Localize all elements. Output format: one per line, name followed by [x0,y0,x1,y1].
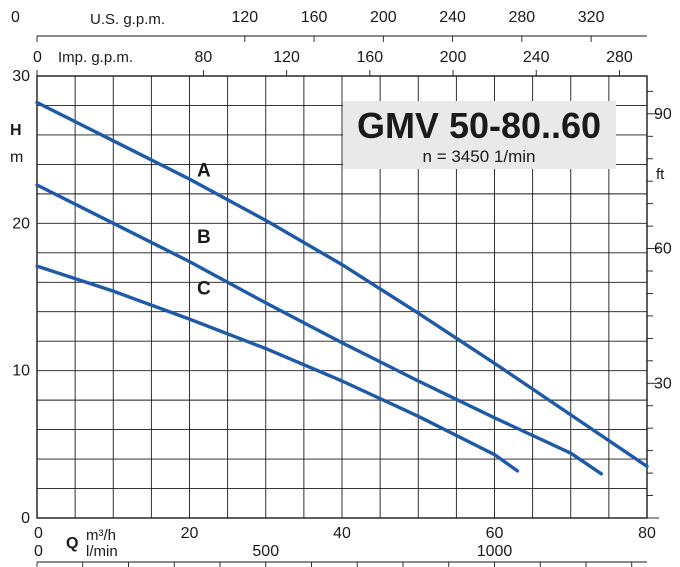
top-imp-tick-label: 160 [356,49,383,66]
chart-subtitle: n = 3450 1/min [423,147,536,166]
curve-label-b: B [197,227,211,248]
right-y-tick-label: 90 [654,106,672,123]
top-us-axis-label: U.S. g.p.m. [90,11,165,28]
curve-label-a: A [197,161,211,182]
lmin-tick-label: 1000 [477,543,513,560]
y-axis-unit: m [10,149,23,166]
top-imp-tick-label: 120 [273,49,300,66]
y-tick-label: 10 [12,363,30,380]
y-tick-label: 20 [12,215,30,232]
top-us-tick-label: 320 [578,9,605,26]
x-tick-label: 80 [638,525,656,542]
curve-b [35,183,603,476]
x-tick-label: 20 [181,525,199,542]
curve-label-c: C [197,278,211,299]
x-axis-unit-m3h: m³/h [86,527,116,544]
x-tick-label: 0 [34,525,43,542]
curve-a [35,100,649,469]
top-imp-tick-label: 280 [606,49,633,66]
lmin-tick-label: 0 [34,543,43,560]
top-us-tick-label: 120 [231,9,258,26]
top-imp-tick-label: 200 [440,49,467,66]
top-us-tick-label: 0 [11,9,20,26]
curve-c [35,264,520,473]
right-y-tick-label: 60 [654,241,672,258]
x-axis-unit-lmin: l/min [86,543,118,560]
curves: A B C [35,100,649,476]
x-tick-label: 40 [333,525,351,542]
top-us-tick-label: 280 [509,9,536,26]
top-imp-tick-label: 80 [195,49,213,66]
x-axis-symbol: Q [66,535,78,552]
right-axis-unit: ft [656,166,665,183]
top-us-tick-label: 160 [301,9,328,26]
top-us-tick-label: 200 [370,9,397,26]
top-imp-axis-label: Imp. g.p.m. [58,49,133,66]
right-y-tick-label: 30 [654,375,672,392]
top-us-tick-label: 240 [439,9,466,26]
y-tick-label: 0 [21,510,30,527]
chart-title: GMV 50-80..60 [357,105,601,146]
x-tick-label: 60 [486,525,504,542]
lmin-tick-label: 500 [252,543,279,560]
y-tick-label: 30 [12,68,30,85]
top-imp-tick-label: 240 [523,49,550,66]
top-imp-tick-label: 0 [33,49,42,66]
y-axis-label: H [10,122,22,139]
title-box [343,101,616,169]
